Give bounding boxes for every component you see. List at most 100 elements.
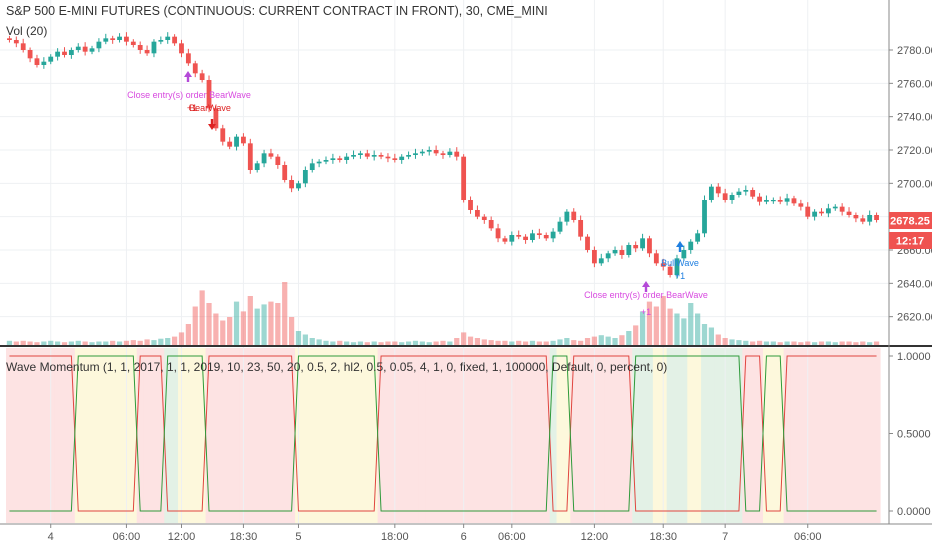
- arrow-up-icon: [642, 281, 650, 292]
- wave-zone: [783, 348, 792, 523]
- volume-bar: [178, 332, 185, 345]
- wave-zone: [226, 348, 234, 523]
- wave-zone: [714, 348, 723, 523]
- symbol-title[interactable]: S&P 500 E-MINI FUTURES (CONTINUOUS: CURR…: [6, 4, 548, 18]
- volume-bar: [743, 340, 749, 345]
- time-tick-label: 7: [722, 531, 728, 543]
- wave-zone: [480, 348, 489, 523]
- volume-bar: [233, 301, 240, 345]
- volume-bar: [110, 340, 116, 345]
- candle-body: [275, 156, 281, 165]
- candle-body: [516, 235, 522, 237]
- candle: [296, 180, 301, 191]
- candle-body: [647, 238, 652, 254]
- candle: [536, 228, 542, 239]
- candle: [653, 249, 659, 266]
- candle-body: [385, 156, 391, 159]
- candle: [495, 223, 501, 243]
- candle-body: [867, 215, 873, 222]
- volume-bars: [6, 282, 880, 345]
- price-candles: [7, 32, 879, 279]
- wave-zone: [425, 348, 434, 523]
- candle-body: [316, 161, 322, 164]
- wave-zone: [322, 348, 331, 523]
- candle: [124, 32, 129, 46]
- candle-body: [591, 250, 597, 264]
- wave-zone: [763, 348, 771, 523]
- volume-bar: [667, 308, 673, 345]
- volume-bar: [722, 338, 728, 345]
- price-axis[interactable]: 2780.002760.002740.002720.002700.002680.…: [889, 45, 932, 324]
- volume-bar: [619, 335, 625, 345]
- candle-body: [605, 253, 611, 259]
- wave-zone: [233, 348, 241, 523]
- candle-body: [7, 38, 12, 40]
- candle: [89, 45, 95, 55]
- candle-body: [495, 228, 501, 239]
- volume-bar: [295, 331, 302, 345]
- candle-body: [62, 51, 67, 55]
- candle-body: [89, 48, 95, 52]
- volume-bar: [185, 324, 191, 345]
- wave-zone: [694, 348, 702, 523]
- wave-zone: [439, 348, 448, 523]
- volume-bar: [832, 342, 838, 345]
- candle-body: [309, 163, 315, 170]
- candle-body: [234, 136, 239, 147]
- candle-body: [475, 210, 480, 217]
- wave-zone: [838, 348, 847, 523]
- candle-body: [378, 155, 384, 157]
- candle-body: [743, 190, 749, 192]
- time-tick-label: 12:00: [168, 531, 196, 543]
- candle-body: [640, 238, 645, 249]
- wave-zone: [584, 348, 592, 523]
- volume-bar: [481, 339, 487, 345]
- volume-bar: [220, 320, 226, 345]
- time-tick-label: 18:30: [230, 531, 258, 543]
- candle-body: [172, 36, 178, 44]
- candle: [144, 45, 150, 56]
- candle-body: [165, 36, 171, 40]
- wave-zone: [749, 348, 757, 523]
- indicator-axis[interactable]: 1.0000 0.5000 0.0000: [889, 351, 931, 518]
- volume-label[interactable]: Vol (20): [6, 24, 48, 38]
- candle: [860, 214, 866, 225]
- candle: [674, 254, 680, 279]
- candle-body: [213, 108, 219, 129]
- candle-body: [433, 150, 439, 154]
- wave-zone: [487, 348, 496, 523]
- wave-zone: [570, 348, 578, 523]
- volume-bar: [522, 341, 529, 345]
- candle: [461, 154, 467, 203]
- candle: [27, 47, 33, 63]
- candle-body: [571, 211, 577, 220]
- candle-body: [536, 233, 542, 235]
- volume-bar: [564, 338, 570, 345]
- candle: [426, 146, 432, 156]
- volume-bar: [454, 338, 460, 345]
- wave-zone: [219, 348, 227, 523]
- candle-body: [454, 151, 460, 157]
- wave-zone: [432, 348, 441, 523]
- wave-zone: [756, 348, 764, 523]
- volume-bar: [674, 313, 680, 345]
- candle-body: [653, 253, 659, 264]
- candle: [75, 43, 81, 53]
- wave-zone: [680, 348, 688, 523]
- candle-body: [715, 186, 721, 194]
- time-axis[interactable]: 4 06:00 12:00 18:30 5 18:00 6 06:00 12:00 18:30 7 0…: [48, 524, 822, 543]
- wave-zone: [418, 348, 427, 523]
- price-tick-label: 2760.00: [897, 78, 932, 90]
- volume-bar: [103, 341, 109, 345]
- price-tick-label: 2700.00: [897, 178, 932, 190]
- candle-body: [241, 136, 246, 144]
- indicator-label[interactable]: Wave Momentum (1, 1, 2017, 1, 1, 2019, 1…: [6, 360, 668, 374]
- candle: [371, 150, 377, 161]
- candle: [667, 264, 673, 278]
- wave-zone: [494, 348, 503, 523]
- wave-zone: [281, 348, 289, 523]
- candle: [757, 193, 762, 206]
- wave-zone: [253, 348, 262, 523]
- wave-zone: [625, 348, 633, 523]
